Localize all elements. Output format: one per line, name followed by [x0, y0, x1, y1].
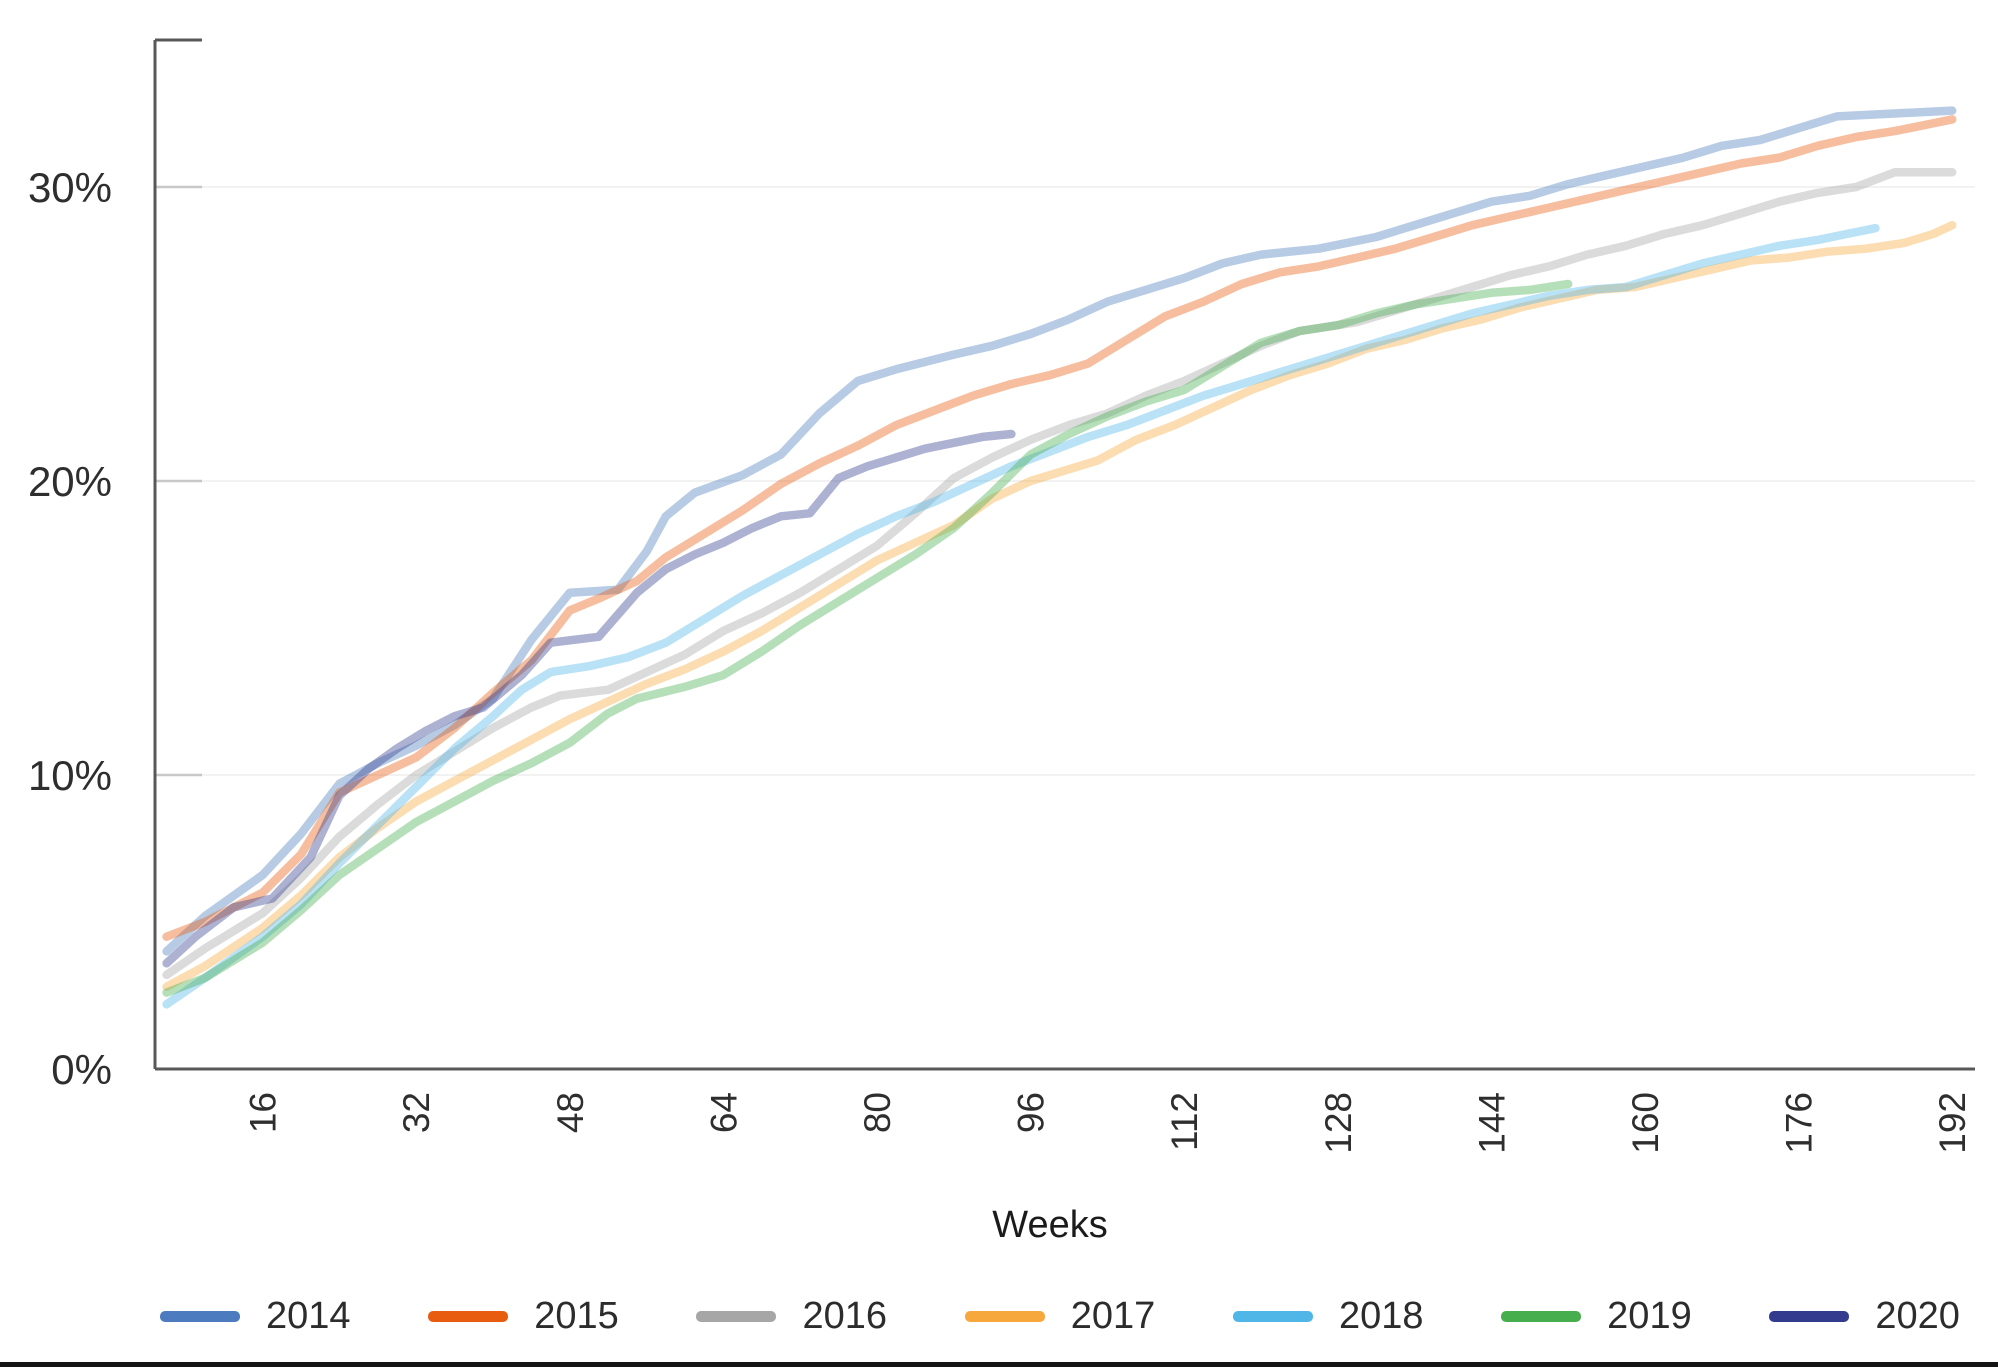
x-tick-label-48: 48 — [550, 1092, 591, 1133]
legend-swatch-2018 — [1232, 1310, 1313, 1322]
chart-legend: 2014 2015 2016 2017 2018 2019 2020 — [160, 1297, 1960, 1335]
x-tick-label-160: 160 — [1625, 1092, 1666, 1154]
legend-item-2019[interactable]: 2019 — [1501, 1297, 1692, 1335]
page-bottom-rule — [0, 1362, 1998, 1367]
x-axis-title: Weeks — [992, 1204, 1108, 1246]
legend-item-2020[interactable]: 2020 — [1769, 1297, 1960, 1335]
legend-swatch-2020 — [1769, 1310, 1850, 1322]
legend-label-2020: 2020 — [1875, 1295, 1960, 1337]
legend-label-2018: 2018 — [1338, 1295, 1424, 1337]
legend-item-2015[interactable]: 2015 — [428, 1297, 619, 1335]
y-tick-label-20: 20% — [28, 458, 112, 505]
legend-label-2019: 2019 — [1607, 1295, 1692, 1337]
legend-swatch-2014 — [160, 1310, 240, 1322]
y-tick-label-30: 30% — [28, 164, 112, 211]
x-tick-label-128: 128 — [1318, 1092, 1359, 1154]
legend-swatch-2019 — [1501, 1310, 1582, 1322]
legend-swatch-2015 — [428, 1310, 509, 1322]
legend-swatch-2017 — [964, 1310, 1045, 1322]
legend-label-2016: 2016 — [802, 1295, 888, 1337]
series-line-2019 — [162, 279, 1573, 997]
x-tick-label-112: 112 — [1164, 1092, 1205, 1151]
series-line-2016 — [162, 168, 1957, 980]
x-tick-label-96: 96 — [1011, 1092, 1052, 1133]
x-tick-label-192: 192 — [1932, 1092, 1973, 1154]
x-tick-label-144: 144 — [1471, 1092, 1512, 1154]
legend-label-2014: 2014 — [266, 1295, 351, 1337]
legend-item-2016[interactable]: 2016 — [696, 1297, 887, 1335]
x-tick-label-16: 16 — [243, 1092, 284, 1133]
x-tick-label-64: 64 — [703, 1092, 744, 1133]
series-line-2018 — [162, 223, 1880, 1009]
x-tick-label-32: 32 — [396, 1092, 437, 1133]
legend-label-2017: 2017 — [1070, 1295, 1156, 1337]
y-tick-label-10: 10% — [28, 752, 112, 799]
legend-item-2014[interactable]: 2014 — [160, 1297, 351, 1335]
legend-item-2017[interactable]: 2017 — [964, 1295, 1156, 1337]
series-line-2014 — [162, 106, 1957, 956]
legend-label-2015: 2015 — [534, 1295, 619, 1337]
series-line-2020 — [162, 429, 1016, 968]
y-tick-label-0: 0% — [51, 1046, 112, 1093]
legend-swatch-2016 — [696, 1310, 777, 1322]
series-line-2017 — [162, 220, 1957, 991]
x-tick-label-80: 80 — [857, 1092, 898, 1133]
series-line-2015 — [162, 115, 1957, 941]
x-tick-label-176: 176 — [1779, 1092, 1820, 1154]
legend-item-2018[interactable]: 2018 — [1232, 1295, 1424, 1337]
